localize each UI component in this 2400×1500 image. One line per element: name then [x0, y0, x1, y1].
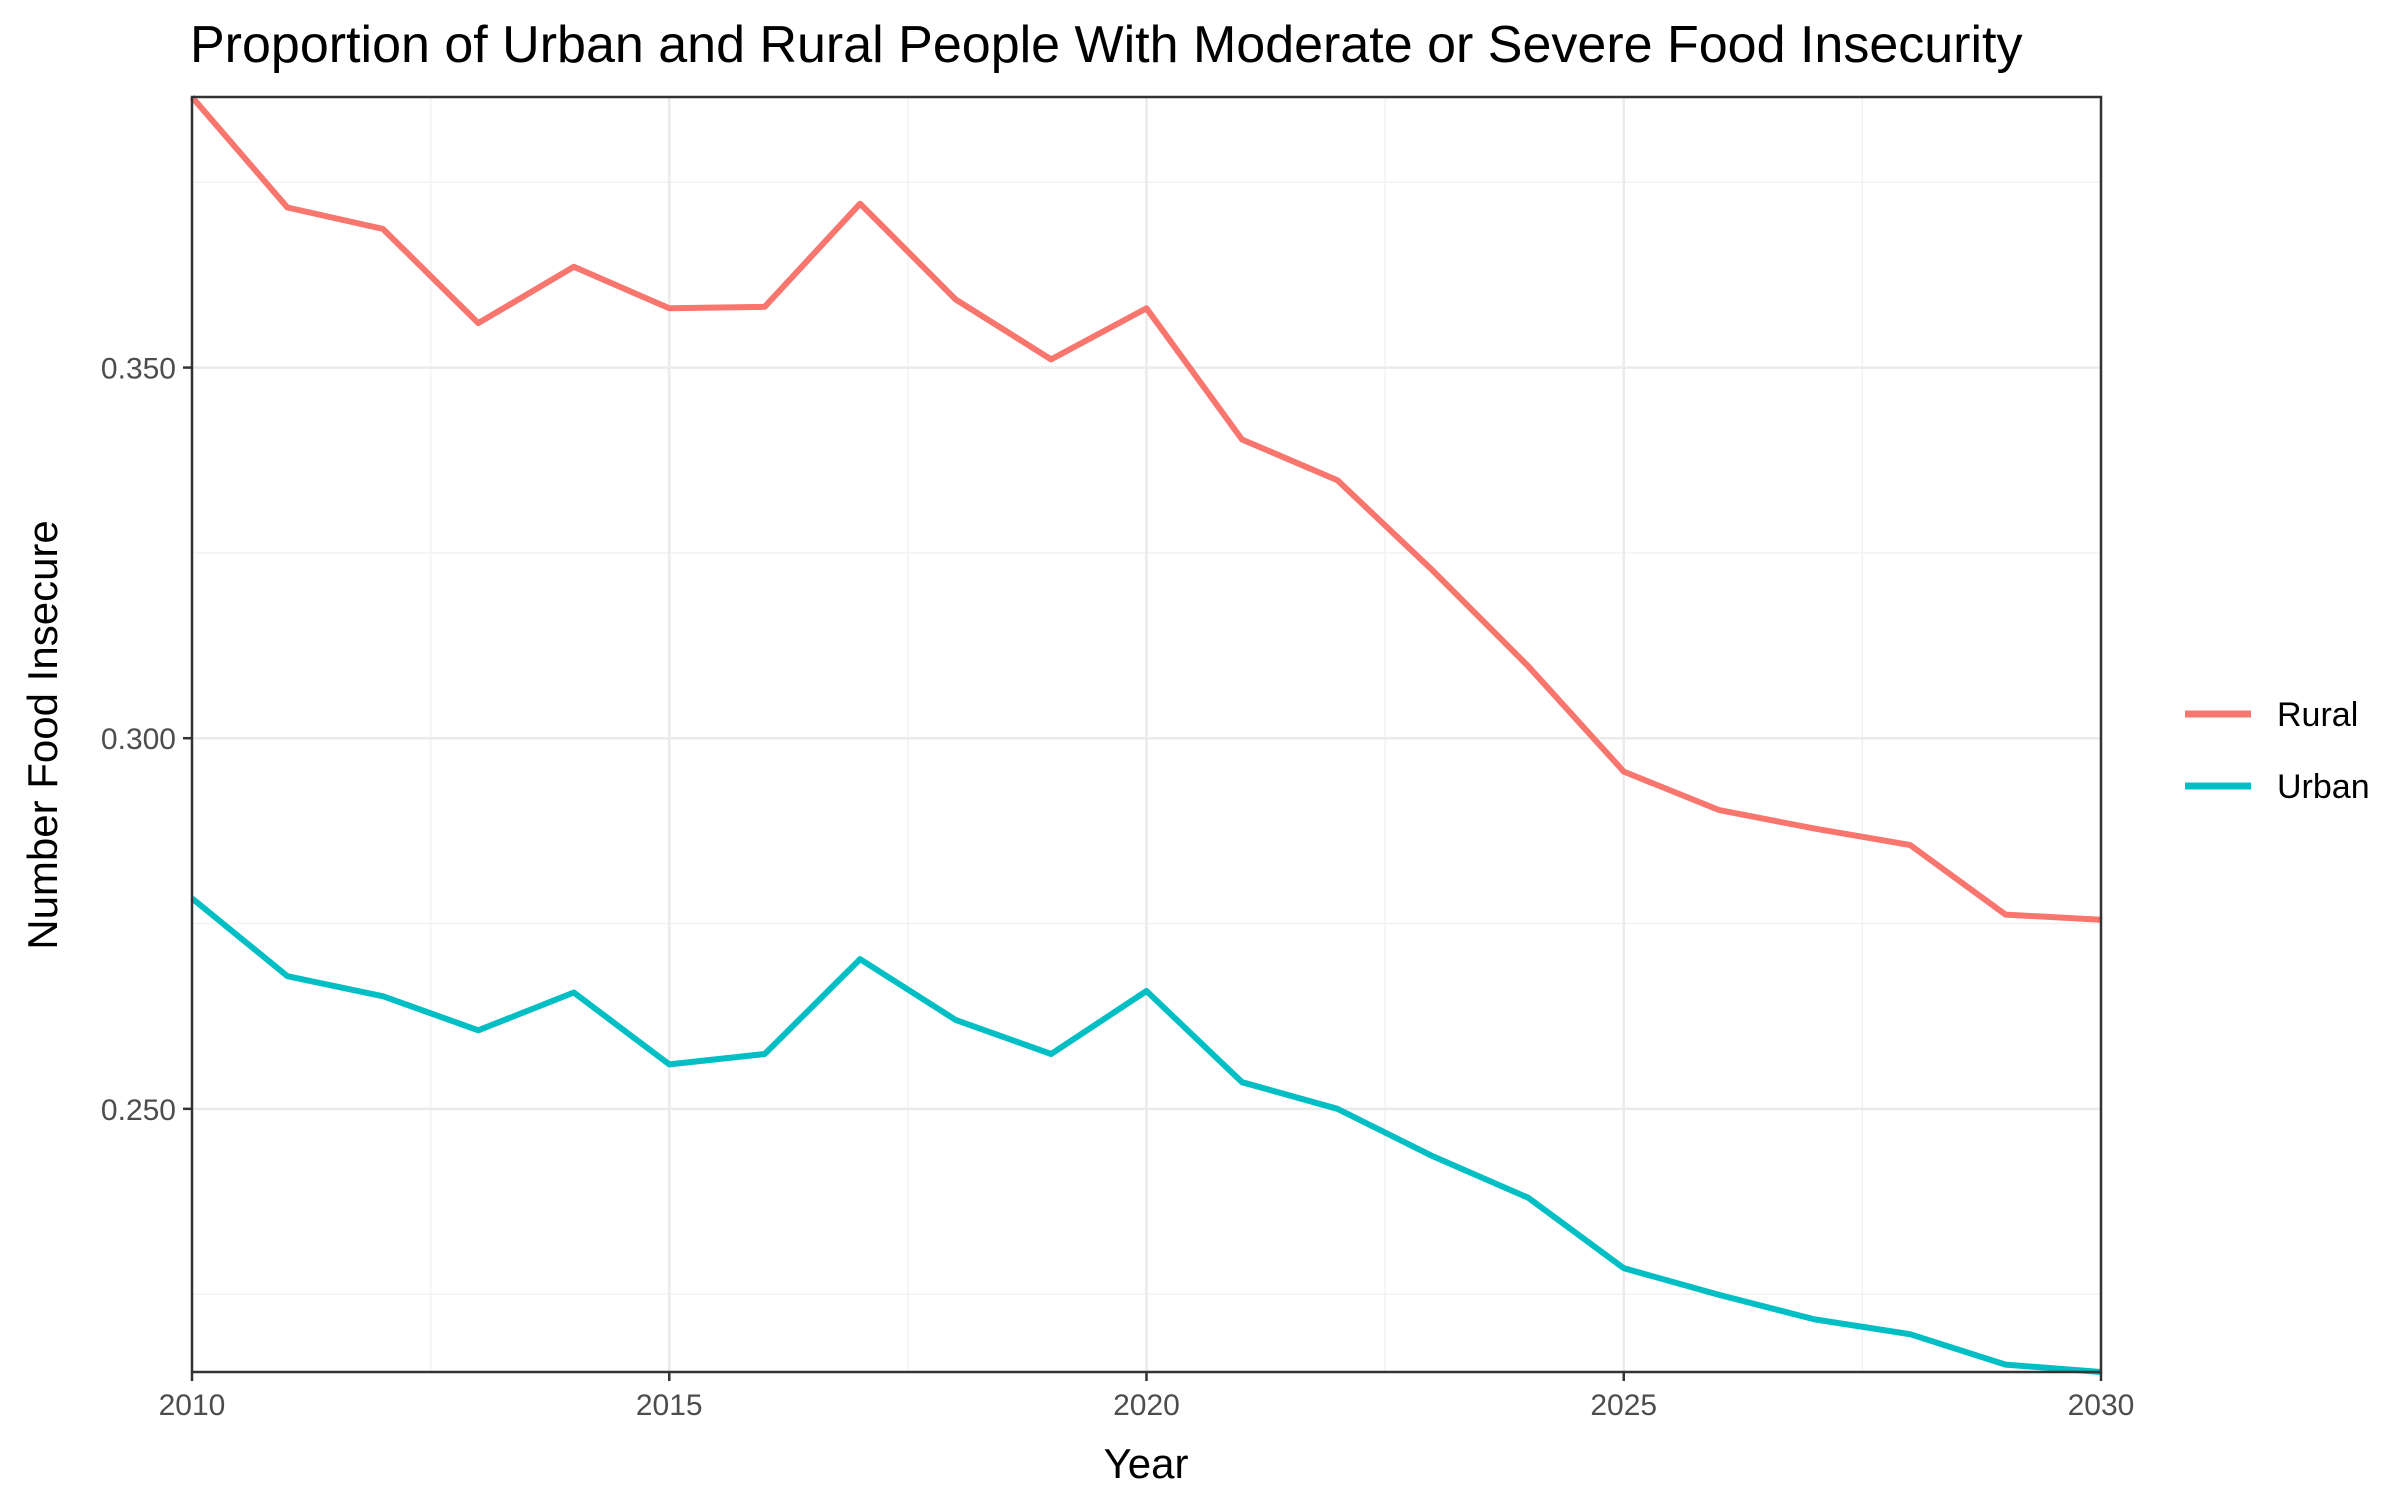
legend-label-urban: Urban — [2277, 768, 2370, 806]
series-line-rural — [189, 95, 2102, 923]
series-lines — [189, 95, 2102, 1375]
x-tick-label: 2015 — [636, 1389, 703, 1422]
legend: Rural Urban — [2185, 696, 2370, 806]
legend-label-rural: Rural — [2277, 696, 2358, 734]
y-tick-label: 0.250 — [101, 1094, 176, 1127]
x-tick-label: 2030 — [2068, 1389, 2135, 1422]
x-tick-label: 2010 — [159, 1389, 226, 1422]
x-axis-title: Year — [1104, 1440, 1189, 1487]
axis-ticks: 2010 2015 2020 2025 2030 0.250 0.300 0.350 — [101, 353, 2134, 1422]
chart-title: Proportion of Urban and Rural People Wit… — [190, 16, 2023, 74]
x-tick-label: 2020 — [1113, 1389, 1180, 1422]
y-axis-title: Number Food Insecure — [19, 520, 66, 950]
y-tick-label: 0.350 — [101, 353, 176, 386]
y-tick-label: 0.300 — [101, 723, 176, 756]
series-line-urban — [190, 895, 2102, 1375]
x-tick-label: 2025 — [1590, 1389, 1657, 1422]
